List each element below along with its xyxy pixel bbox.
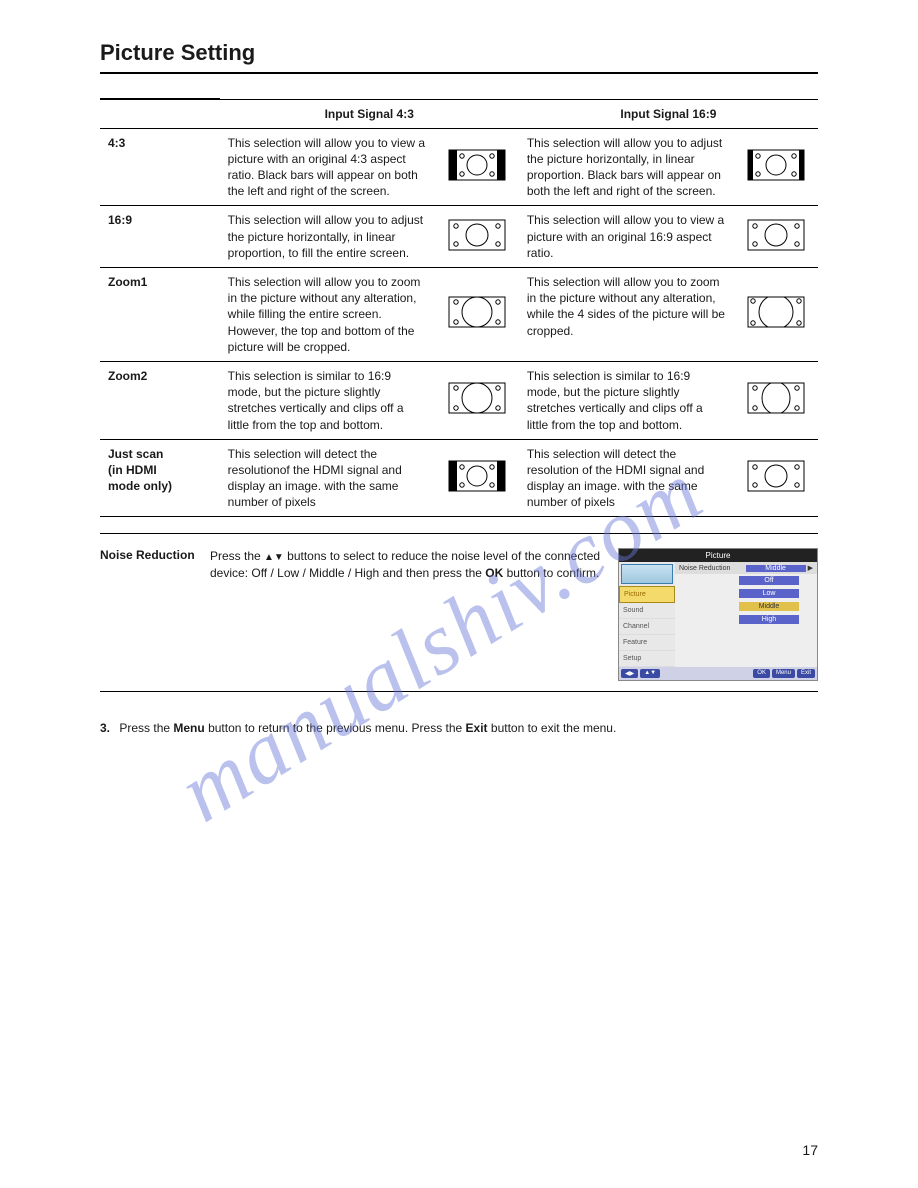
noise-reduction-text: Press the ▲▼ buttons to select to reduce… xyxy=(210,548,608,681)
table-head-blank xyxy=(100,99,220,128)
desc-169: This selection will detect the resolutio… xyxy=(519,439,734,517)
table-row: Zoom1This selection will allow you to zo… xyxy=(100,268,818,362)
desc-169: This selection will allow you to adjust … xyxy=(519,128,734,206)
aspect-icon xyxy=(448,149,506,181)
aspect-icon xyxy=(747,296,805,328)
osd-side-item: Sound xyxy=(619,603,675,619)
page-number: 17 xyxy=(802,1142,818,1158)
row-name: 4:3 xyxy=(100,128,220,206)
table-head-169: Input Signal 16:9 xyxy=(519,99,818,128)
osd-footer-btn: Menu xyxy=(772,669,795,678)
exit-label: Exit xyxy=(466,721,488,735)
desc-169: This selection is similar to 16:9 mode, … xyxy=(519,361,734,439)
row-name: Zoom1 xyxy=(100,268,220,362)
aspect-icon xyxy=(448,460,506,492)
osd-option: High xyxy=(739,615,799,624)
table-row: Just scan (in HDMI mode only)This select… xyxy=(100,439,818,517)
osd-menu-screenshot: Picture PictureSoundChannelFeatureSetup … xyxy=(618,548,818,681)
nr-text-pre: Press the xyxy=(210,549,264,563)
right-triangle-icon: ▶ xyxy=(806,564,813,572)
aspect-icon xyxy=(448,296,506,328)
osd-footer-btn: Exit xyxy=(797,669,815,678)
ok-label: OK xyxy=(485,566,503,580)
instruction-number: 3. xyxy=(100,721,110,735)
aspect-icon xyxy=(747,219,805,251)
table-row: 16:9This selection will allow you to adj… xyxy=(100,206,818,268)
desc-43: This selection will allow you to zoom in… xyxy=(220,268,435,362)
aspect-icon xyxy=(747,382,805,414)
aspect-icon xyxy=(448,382,506,414)
instr-mid: button to return to the previous menu. P… xyxy=(205,721,466,735)
desc-43: This selection is similar to 16:9 mode, … xyxy=(220,361,435,439)
osd-option: Low xyxy=(739,589,799,598)
instr-pre: Press the xyxy=(119,721,173,735)
aspect-icon xyxy=(747,149,805,181)
aspect-icon xyxy=(448,219,506,251)
nr-text-post: button to confirm. xyxy=(503,566,599,580)
instr-post: button to exit the menu. xyxy=(488,721,617,735)
page-title: Picture Setting xyxy=(100,40,818,74)
osd-row-label: Noise Reduction xyxy=(679,565,746,572)
aspect-ratio-table: Input Signal 4:3 Input Signal 16:9 4:3Th… xyxy=(100,98,818,517)
desc-169: This selection will allow you to view a … xyxy=(519,206,734,268)
noise-reduction-label: Noise Reduction xyxy=(100,548,200,681)
osd-option: Middle xyxy=(739,602,799,611)
divider xyxy=(100,691,818,692)
row-name: 16:9 xyxy=(100,206,220,268)
desc-43: This selection will detect the resolutio… xyxy=(220,439,435,517)
up-down-triangle-icon: ▲▼ xyxy=(264,552,284,563)
osd-row-value: Middle xyxy=(746,565,806,572)
noise-reduction-block: Noise Reduction Press the ▲▼ buttons to … xyxy=(100,548,818,681)
table-head-43: Input Signal 4:3 xyxy=(220,99,519,128)
osd-footer-btn: ▲▼ xyxy=(640,669,660,678)
menu-label: Menu xyxy=(173,721,204,735)
desc-169: This selection will allow you to zoom in… xyxy=(519,268,734,362)
osd-thumbnail xyxy=(621,564,673,584)
osd-side-item: Feature xyxy=(619,635,675,651)
osd-option: Off xyxy=(739,576,799,585)
table-row: 4:3This selection will allow you to view… xyxy=(100,128,818,206)
osd-footer-btn: OK xyxy=(753,669,770,678)
osd-footer-btn: ◀▶ xyxy=(621,669,638,678)
table-row: Zoom2This selection is similar to 16:9 m… xyxy=(100,361,818,439)
desc-43: This selection will allow you to view a … xyxy=(220,128,435,206)
osd-header: Picture xyxy=(619,549,817,562)
instruction-line: 3. Press the Menu button to return to th… xyxy=(100,720,818,737)
divider xyxy=(100,533,818,534)
row-name: Just scan (in HDMI mode only) xyxy=(100,439,220,517)
osd-side-item: Channel xyxy=(619,619,675,635)
osd-side-item: Picture xyxy=(619,586,675,603)
desc-43: This selection will allow you to adjust … xyxy=(220,206,435,268)
aspect-icon xyxy=(747,460,805,492)
osd-side-item: Setup xyxy=(619,651,675,667)
row-name: Zoom2 xyxy=(100,361,220,439)
